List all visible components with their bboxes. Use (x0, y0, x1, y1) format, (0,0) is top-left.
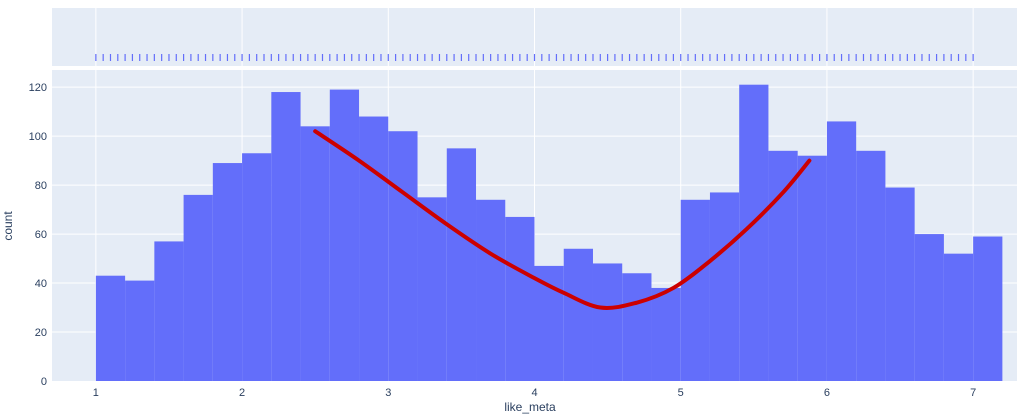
y-tick-label: 60 (35, 229, 47, 241)
histogram-bar (885, 187, 915, 381)
histogram-bar (417, 197, 447, 381)
histogram-bar (242, 153, 272, 381)
y-tick-label: 20 (35, 327, 47, 339)
histogram-bar (592, 263, 623, 381)
histogram-bar (856, 150, 886, 381)
histogram-bar (446, 148, 477, 381)
histogram-bar (95, 275, 126, 381)
histogram-bar (973, 236, 1003, 381)
rug-plot (52, 8, 1017, 66)
histogram-bar (914, 234, 944, 381)
y-axis-tick-labels: 0 20 40 60 80 100 120 (29, 82, 47, 388)
histogram-bar (534, 265, 564, 381)
x-tick-label: 5 (678, 387, 684, 399)
y-tick-label: 0 (41, 376, 47, 388)
x-tick-label: 6 (824, 387, 830, 399)
y-axis-title: count (1, 211, 15, 241)
histogram-bar (476, 199, 506, 381)
x-axis-title: like_meta (504, 400, 556, 414)
histogram-bar (622, 273, 652, 381)
y-tick-label: 120 (29, 82, 47, 94)
y-tick-label: 40 (35, 278, 47, 290)
histogram-bar (154, 241, 184, 381)
histogram-panel: 0 20 40 60 80 100 120 1 2 3 4 5 6 7 (29, 70, 1017, 399)
histogram-bar (826, 121, 857, 381)
histogram-bars (95, 84, 1003, 382)
histogram-bar (651, 287, 681, 381)
y-tick-label: 100 (29, 131, 47, 143)
histogram-bar (505, 216, 535, 381)
histogram-bar (359, 116, 389, 381)
x-tick-label: 2 (239, 387, 245, 399)
x-tick-label: 7 (970, 387, 976, 399)
histogram-bar (329, 89, 360, 382)
x-tick-label: 4 (531, 387, 537, 399)
histogram-bar (300, 126, 330, 381)
histogram-bar (183, 194, 213, 381)
histogram-bar (768, 150, 798, 381)
overlay-curve (313, 129, 812, 310)
histogram-bar (125, 280, 155, 381)
rug-marks (95, 54, 974, 61)
histogram-bar (943, 253, 974, 381)
histogram-bar (797, 155, 827, 381)
histogram-bar (563, 248, 593, 381)
y-tick-label: 80 (35, 180, 47, 192)
x-axis-tick-labels: 1 2 3 4 5 6 7 (93, 387, 976, 399)
histogram-bar (709, 192, 740, 381)
histogram-bar (680, 199, 710, 381)
x-tick-label: 1 (93, 387, 99, 399)
histogram-bar (388, 131, 418, 381)
x-tick-label: 3 (385, 387, 391, 399)
histogram-bar (271, 92, 301, 381)
histogram-bar (212, 163, 243, 381)
